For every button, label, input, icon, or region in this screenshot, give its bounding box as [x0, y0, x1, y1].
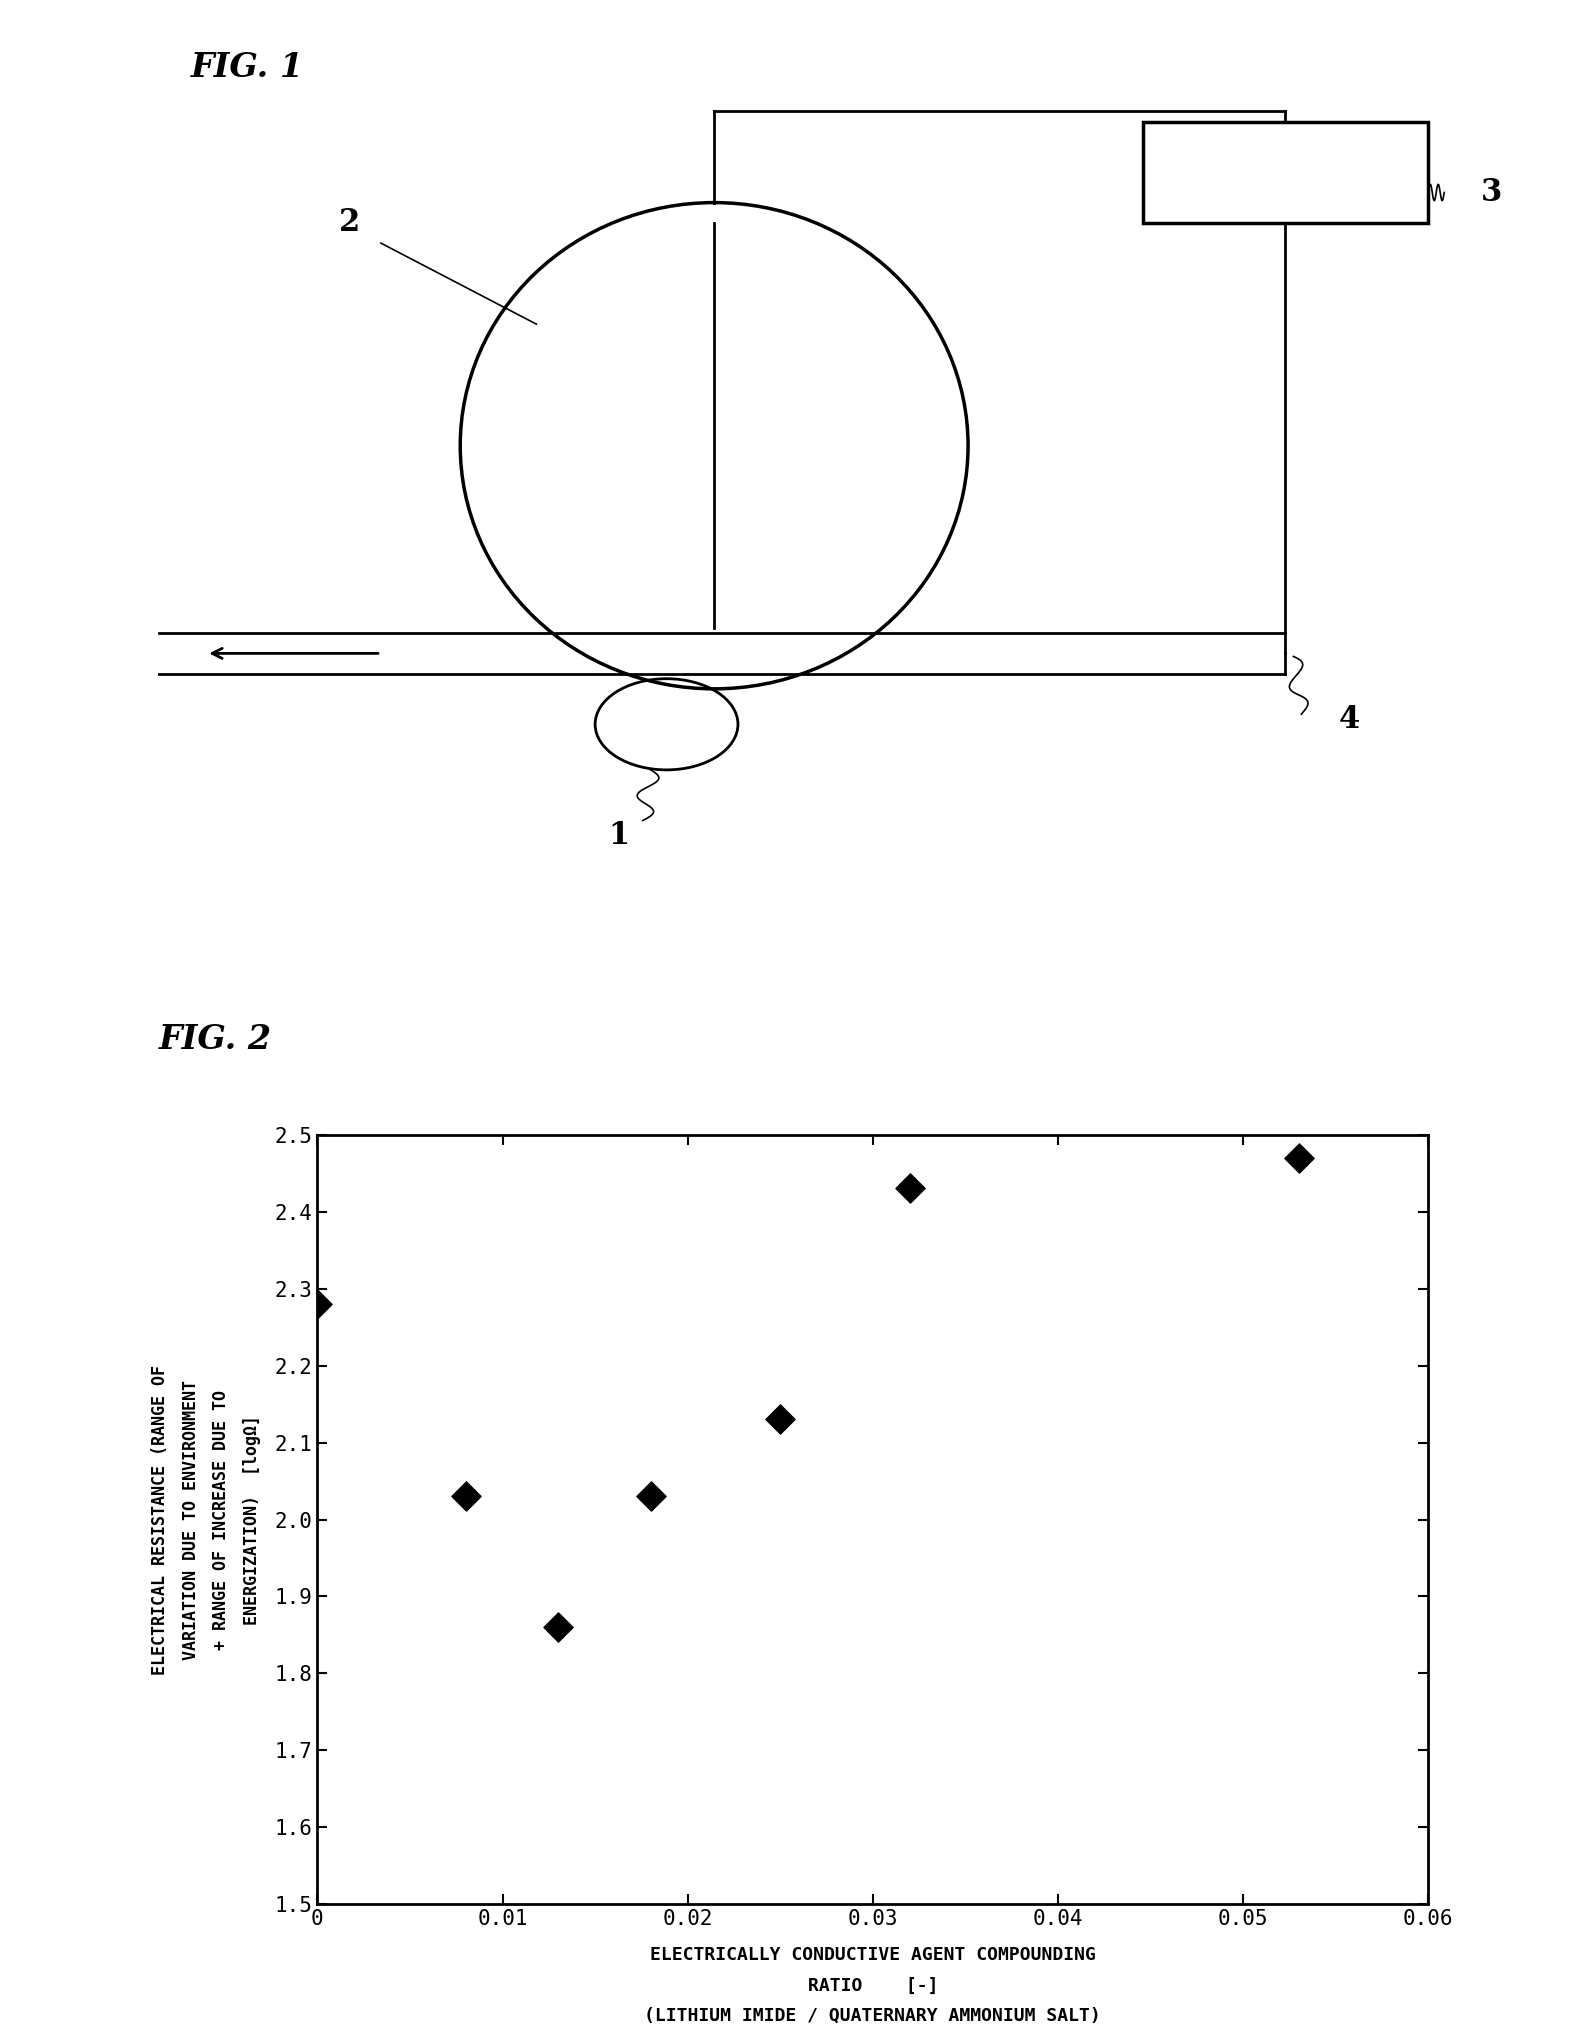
Point	[305, 1289, 330, 1321]
Y-axis label: ELECTRICAL RESISTANCE (RANGE OF
VARIATION DUE TO ENVIRONMENT
+ RANGE OF INCREASE: ELECTRICAL RESISTANCE (RANGE OF VARIATIO…	[151, 1363, 260, 1676]
Text: 3: 3	[1481, 176, 1503, 209]
Point	[897, 1173, 922, 1205]
Point	[546, 1611, 571, 1643]
X-axis label: ELECTRICALLY CONDUCTIVE AGENT COMPOUNDING
RATIO    [-]
(LITHIUM IMIDE / QUATERNA: ELECTRICALLY CONDUCTIVE AGENT COMPOUNDIN…	[644, 1945, 1101, 2026]
Text: 1: 1	[608, 821, 630, 851]
Point	[638, 1481, 663, 1513]
Point	[1285, 1141, 1311, 1173]
Point	[452, 1481, 478, 1513]
Point	[768, 1404, 794, 1436]
Text: 2: 2	[338, 207, 360, 239]
Text: FIG. 2: FIG. 2	[159, 1023, 271, 1056]
Text: 4: 4	[1338, 703, 1360, 735]
Text: FIG. 1: FIG. 1	[190, 51, 303, 83]
Bar	[1143, 122, 1428, 223]
